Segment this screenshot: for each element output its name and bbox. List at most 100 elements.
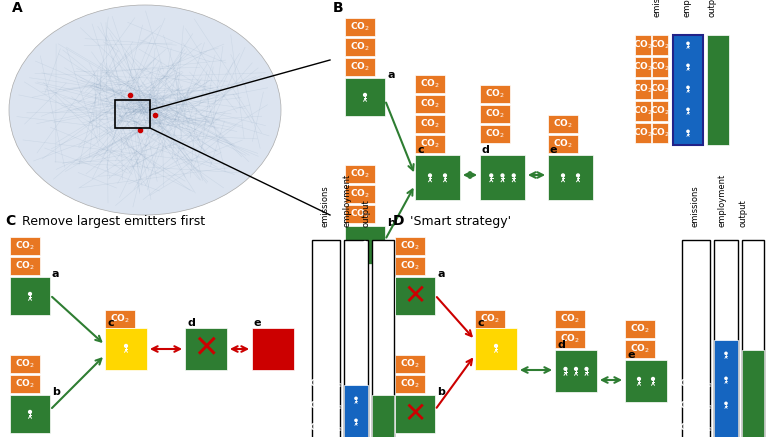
Bar xyxy=(475,328,517,370)
Bar xyxy=(345,18,375,36)
Bar xyxy=(344,385,368,437)
Text: CO$_2$: CO$_2$ xyxy=(350,41,370,53)
Text: CO$_2$: CO$_2$ xyxy=(15,240,35,252)
Bar xyxy=(682,374,695,394)
Text: CO$_2$: CO$_2$ xyxy=(350,168,370,180)
Bar xyxy=(10,375,40,393)
Bar xyxy=(395,277,435,315)
Text: CO$_2$: CO$_2$ xyxy=(678,422,699,434)
Bar xyxy=(185,328,227,370)
Text: a: a xyxy=(437,269,444,279)
Text: CO$_2$: CO$_2$ xyxy=(420,78,440,90)
Text: CO$_2$: CO$_2$ xyxy=(633,127,653,139)
Text: CO$_2$: CO$_2$ xyxy=(400,260,420,272)
Circle shape xyxy=(355,397,357,399)
Text: A: A xyxy=(12,1,23,15)
Circle shape xyxy=(495,344,497,347)
Bar xyxy=(635,57,651,77)
Text: c: c xyxy=(107,318,113,328)
Bar xyxy=(395,375,425,393)
Text: ✕: ✕ xyxy=(193,334,219,364)
Text: emissions: emissions xyxy=(320,185,329,227)
Circle shape xyxy=(444,174,447,177)
Bar xyxy=(714,240,738,437)
Text: ✕: ✕ xyxy=(403,400,427,428)
Circle shape xyxy=(687,64,689,66)
Bar xyxy=(480,125,510,143)
Text: CO$_2$: CO$_2$ xyxy=(560,313,580,325)
Bar xyxy=(115,100,150,128)
Text: employment: employment xyxy=(682,0,692,17)
Text: CO$_2$: CO$_2$ xyxy=(480,313,500,325)
Text: CO$_2$: CO$_2$ xyxy=(633,61,653,73)
Text: e: e xyxy=(550,145,558,155)
Text: 'Smart strategy': 'Smart strategy' xyxy=(410,215,511,228)
Bar xyxy=(625,320,655,338)
Bar xyxy=(475,310,505,328)
Bar xyxy=(682,240,710,437)
Bar xyxy=(312,374,325,394)
Circle shape xyxy=(725,402,727,405)
Text: CO$_2$: CO$_2$ xyxy=(15,378,35,390)
Text: CO$_2$: CO$_2$ xyxy=(560,333,580,345)
Text: CO$_2$: CO$_2$ xyxy=(400,240,420,252)
Bar xyxy=(480,85,510,103)
Bar xyxy=(415,95,445,113)
Text: CO$_2$: CO$_2$ xyxy=(678,378,699,390)
Bar xyxy=(652,101,668,121)
Circle shape xyxy=(577,174,580,177)
Bar xyxy=(625,340,655,358)
Text: CO$_2$: CO$_2$ xyxy=(322,422,343,434)
Circle shape xyxy=(512,174,515,177)
Bar xyxy=(372,240,394,437)
Text: CO$_2$: CO$_2$ xyxy=(350,208,370,220)
Circle shape xyxy=(562,174,564,177)
Text: b: b xyxy=(52,387,60,397)
Ellipse shape xyxy=(9,5,281,215)
Circle shape xyxy=(364,94,367,96)
Circle shape xyxy=(638,378,640,380)
Text: CO$_2$: CO$_2$ xyxy=(633,39,653,51)
Bar xyxy=(480,155,525,200)
Bar xyxy=(10,395,50,433)
Bar xyxy=(652,57,668,77)
Bar xyxy=(345,78,385,116)
Text: CO$_2$: CO$_2$ xyxy=(678,400,699,412)
Bar xyxy=(345,38,375,56)
Text: CO$_2$: CO$_2$ xyxy=(692,422,713,434)
Text: d: d xyxy=(557,340,565,350)
Text: CO$_2$: CO$_2$ xyxy=(308,400,329,412)
Text: CO$_2$: CO$_2$ xyxy=(485,128,505,140)
Text: CO$_2$: CO$_2$ xyxy=(650,61,670,73)
Text: CO$_2$: CO$_2$ xyxy=(308,378,329,390)
Bar xyxy=(105,328,147,370)
Bar xyxy=(415,115,445,133)
Bar xyxy=(707,35,729,145)
Bar xyxy=(395,355,425,373)
Bar xyxy=(326,396,339,416)
Bar xyxy=(635,101,651,121)
Bar xyxy=(326,418,339,437)
Bar xyxy=(682,396,695,416)
Bar xyxy=(345,165,375,183)
Text: CO$_2$: CO$_2$ xyxy=(553,118,573,130)
Bar xyxy=(714,340,738,437)
Bar xyxy=(555,350,597,392)
Text: CO$_2$: CO$_2$ xyxy=(15,358,35,370)
Text: CO$_2$: CO$_2$ xyxy=(400,378,420,390)
Text: CO$_2$: CO$_2$ xyxy=(633,105,653,117)
Text: CO$_2$: CO$_2$ xyxy=(650,39,670,51)
Bar xyxy=(415,135,445,153)
Text: ✕: ✕ xyxy=(403,282,427,310)
Text: c: c xyxy=(417,145,423,155)
Text: CO$_2$: CO$_2$ xyxy=(692,400,713,412)
Text: CO$_2$: CO$_2$ xyxy=(350,188,370,200)
Bar xyxy=(548,115,578,133)
Text: B: B xyxy=(333,1,343,15)
Circle shape xyxy=(652,378,654,380)
Circle shape xyxy=(501,174,504,177)
Circle shape xyxy=(687,42,689,45)
Text: output: output xyxy=(361,199,371,227)
Text: CO$_2$: CO$_2$ xyxy=(420,138,440,150)
Bar xyxy=(312,418,325,437)
